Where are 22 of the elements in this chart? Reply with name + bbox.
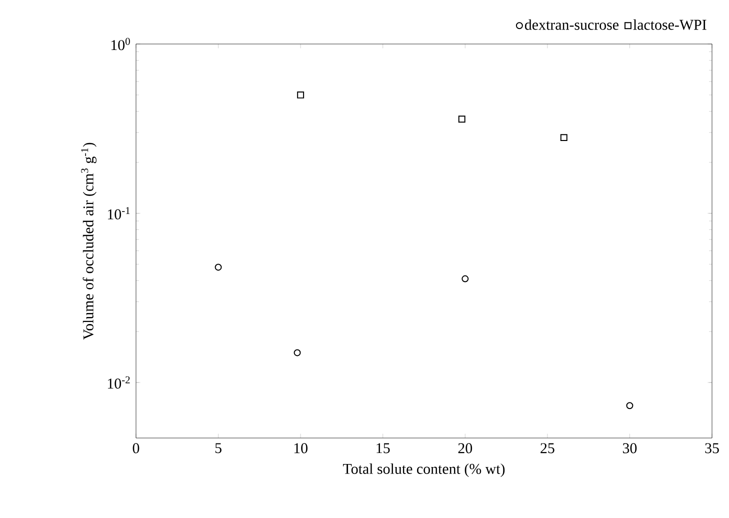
point [626, 402, 634, 410]
y-tick-label: 10$^{-2}$ [108, 376, 130, 389]
point [214, 264, 222, 271]
x-tick-label: 5 [215, 443, 222, 454]
point [297, 91, 304, 98]
point [462, 275, 469, 282]
y-tick-label: 10$^{0}$ [111, 38, 130, 50]
y-axis-title: Volume of occluded air (cm$^{3}$ g$^{-1}$) [81, 142, 96, 340]
y-tick-label: 10$^{-1}$ [108, 207, 130, 220]
x-tick-label: 20 [458, 443, 472, 454]
x-tick-label: 30 [622, 443, 637, 454]
x-axis-title: Total solute content (% wt) [343, 463, 505, 477]
x-tick-label: 35 [705, 443, 719, 454]
legend-label: dextran-sucrose [524, 19, 618, 30]
x-tick-label: 10 [294, 443, 308, 454]
point [294, 349, 301, 356]
point [560, 134, 568, 142]
point [458, 116, 466, 123]
legend-label: lactose-WPI [633, 19, 706, 30]
x-tick-label: 25 [540, 443, 554, 454]
x-tick-label: 0 [132, 443, 140, 454]
x-tick-label: 15 [376, 443, 390, 454]
